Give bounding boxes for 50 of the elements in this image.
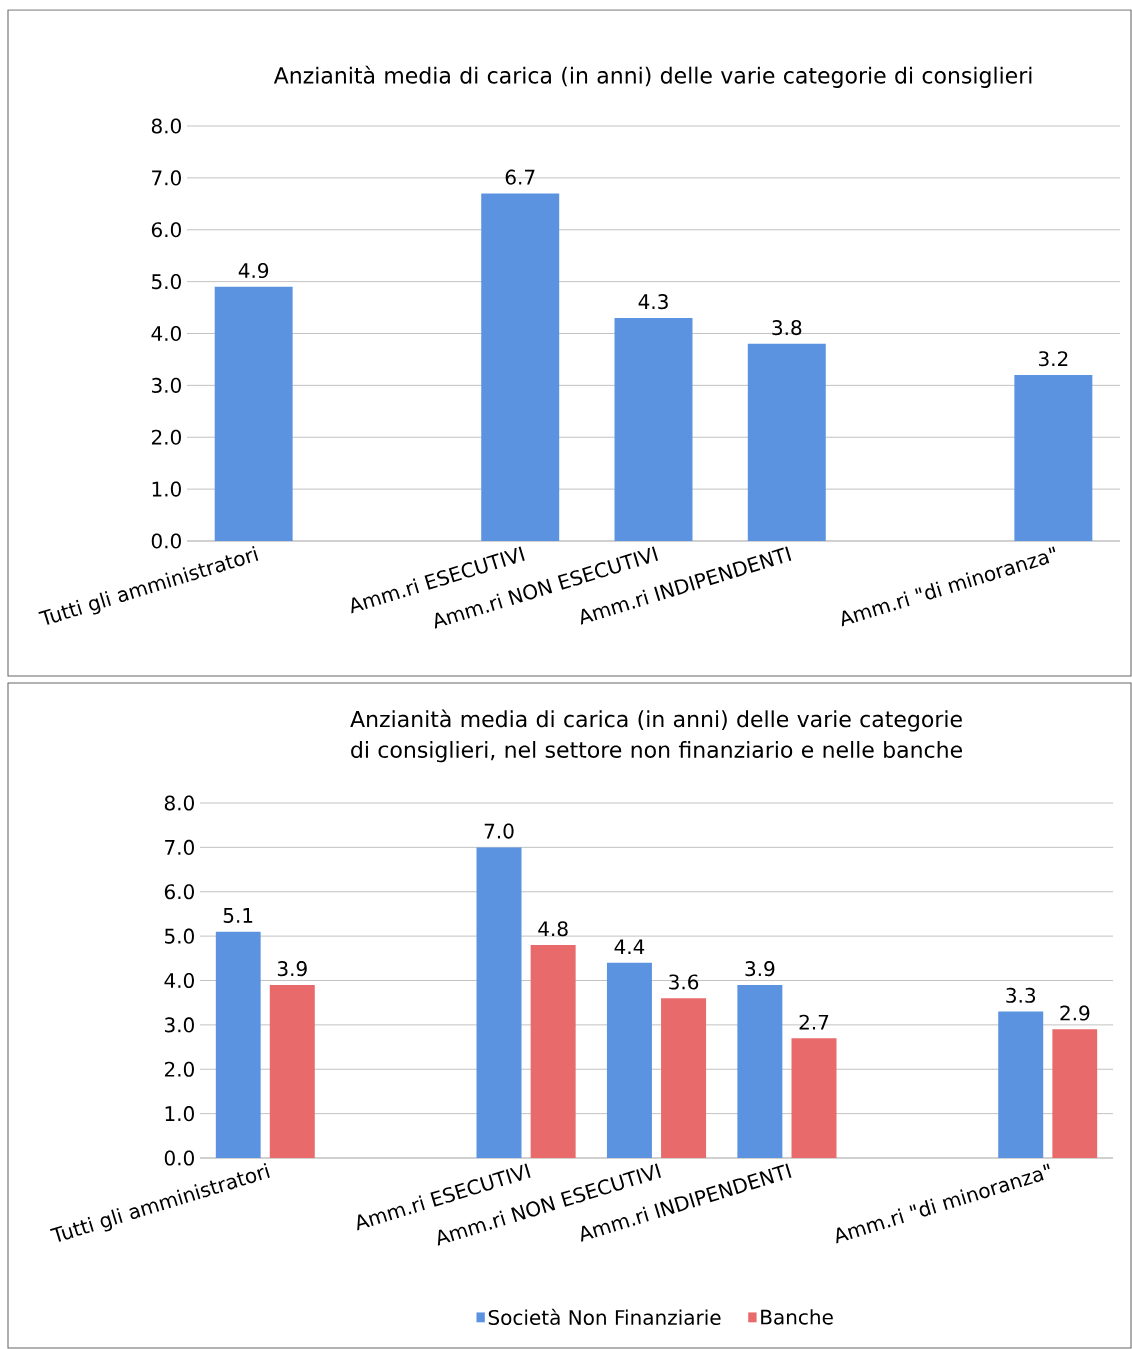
- y-tick-label: 5.0: [152, 274, 181, 290]
- bar: [1014, 375, 1093, 541]
- data-label: 3.3: [1006, 987, 1036, 1003]
- bar: [481, 193, 560, 541]
- y-tick-label: 4.0: [151, 325, 181, 342]
- data-label: 4.3: [638, 294, 668, 310]
- bar: [614, 317, 693, 541]
- y-tick-label: 2.0: [164, 1061, 194, 1077]
- y-tick-label: 6.0: [164, 884, 194, 900]
- legend-label: Banche: [761, 1309, 833, 1325]
- data-label: 4.4: [614, 939, 645, 955]
- data-label: 2.7: [799, 1014, 829, 1030]
- data-label: 3.9: [277, 961, 307, 977]
- data-label: 7.0: [484, 823, 514, 839]
- y-tick-label: 8.0: [164, 795, 194, 811]
- y-tick-label: 6.0: [151, 222, 181, 238]
- y-tick-label: 7.0: [165, 839, 194, 855]
- chart-title: Anzianità media di carica (in anni) delle varie categorie di consiglieri, nel settore non finanziario e nelle banche: [350, 709, 962, 763]
- y-tick-label: 3.0: [152, 377, 181, 393]
- bar: [1052, 1029, 1098, 1158]
- y-tick-label: 8.0: [151, 118, 181, 134]
- bar: [661, 998, 707, 1158]
- y-tick-label: 3.0: [165, 1017, 194, 1033]
- legend-label: Società Non Finanziarie: [488, 1308, 721, 1326]
- bar: [998, 1011, 1044, 1158]
- data-label: 3.6: [669, 974, 699, 990]
- bar: [269, 984, 315, 1158]
- bar: [747, 343, 826, 541]
- data-label: 6.7: [505, 169, 535, 185]
- y-tick-label: 1.0: [152, 481, 181, 497]
- bar: [214, 286, 293, 541]
- data-label: 2.9: [1060, 1005, 1090, 1021]
- bar: [791, 1038, 837, 1158]
- data-label: 4.8: [538, 921, 568, 937]
- data-label: 3.8: [772, 320, 802, 336]
- y-tick-label: 2.0: [151, 429, 181, 445]
- y-tick-label: 5.0: [165, 928, 194, 944]
- chart-title: Anzianità media di carica (in anni) delle varie categorie di consiglieri: [273, 65, 1032, 88]
- bar: [530, 945, 576, 1158]
- bar: [476, 847, 522, 1158]
- data-label: 3.2: [1038, 351, 1068, 367]
- y-tick-label: 7.0: [152, 170, 181, 186]
- data-label: 5.1: [223, 908, 253, 923]
- data-label: 3.9: [745, 961, 775, 977]
- bar: [737, 984, 783, 1158]
- y-tick-label: 4.0: [164, 972, 194, 989]
- y-tick-label: 1.0: [165, 1106, 194, 1122]
- bar: [606, 962, 652, 1158]
- data-label: 4.9: [238, 262, 269, 279]
- bar: [215, 931, 261, 1158]
